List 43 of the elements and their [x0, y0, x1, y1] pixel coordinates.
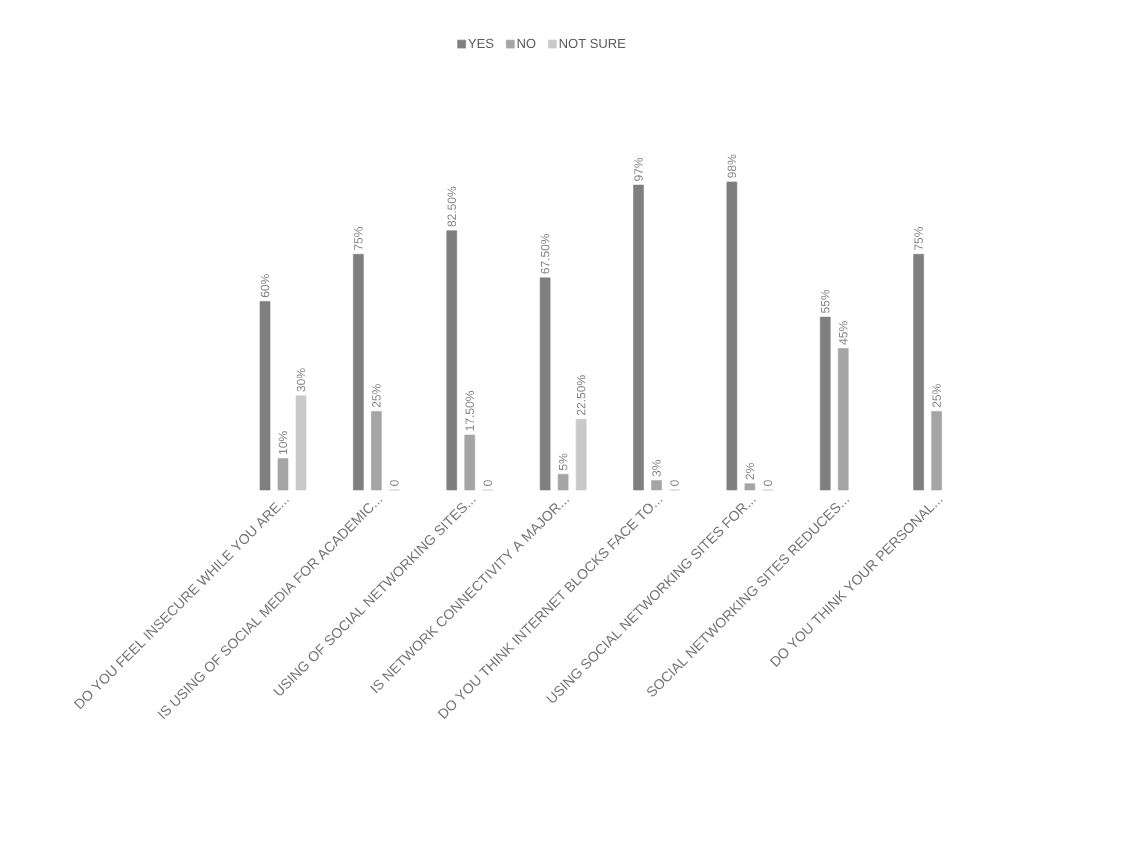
data-label: 2%: [745, 463, 755, 480]
bar: [277, 458, 289, 491]
legend-label: NO: [517, 38, 536, 48]
data-label: 97%: [634, 157, 643, 181]
data-label: 0: [763, 480, 773, 486]
data-label: 25%: [372, 384, 381, 408]
bar: [259, 301, 271, 491]
bar: [913, 253, 924, 491]
bar: [539, 277, 551, 491]
data-label: 75%: [914, 227, 923, 251]
data-label: 5%: [558, 453, 568, 471]
data-label: 17.50%: [465, 391, 474, 431]
bar: [651, 480, 662, 491]
data-label: 45%: [839, 321, 848, 345]
data-label: 10%: [278, 431, 288, 455]
legend-label: YES: [468, 38, 494, 48]
bar: [931, 411, 942, 491]
bar: [371, 411, 382, 491]
bar: [557, 473, 569, 491]
data-label: 22.50%: [576, 375, 586, 416]
bar: [837, 348, 849, 491]
bar: [446, 230, 458, 491]
data-label: 0: [390, 480, 399, 486]
data-label: 82.50%: [447, 186, 456, 227]
data-label: 55%: [821, 289, 830, 313]
data-label: 3%: [652, 460, 661, 477]
data-label: 30%: [296, 368, 306, 392]
legend-label: NOT SURE: [559, 38, 626, 48]
bar: [726, 181, 738, 491]
bar: [464, 434, 476, 491]
data-label: 25%: [932, 384, 941, 408]
data-label: 75%: [354, 227, 363, 251]
bar: [353, 253, 364, 491]
data-label: 0: [483, 480, 492, 486]
data-label: 60%: [260, 274, 270, 298]
bar: [295, 395, 307, 491]
bar: [633, 184, 644, 491]
data-label: 98%: [727, 154, 737, 178]
bar: [575, 418, 587, 491]
bar: [744, 483, 756, 491]
bar: [819, 316, 831, 491]
data-label: 67.50%: [540, 233, 550, 274]
data-label: 0: [670, 480, 679, 486]
